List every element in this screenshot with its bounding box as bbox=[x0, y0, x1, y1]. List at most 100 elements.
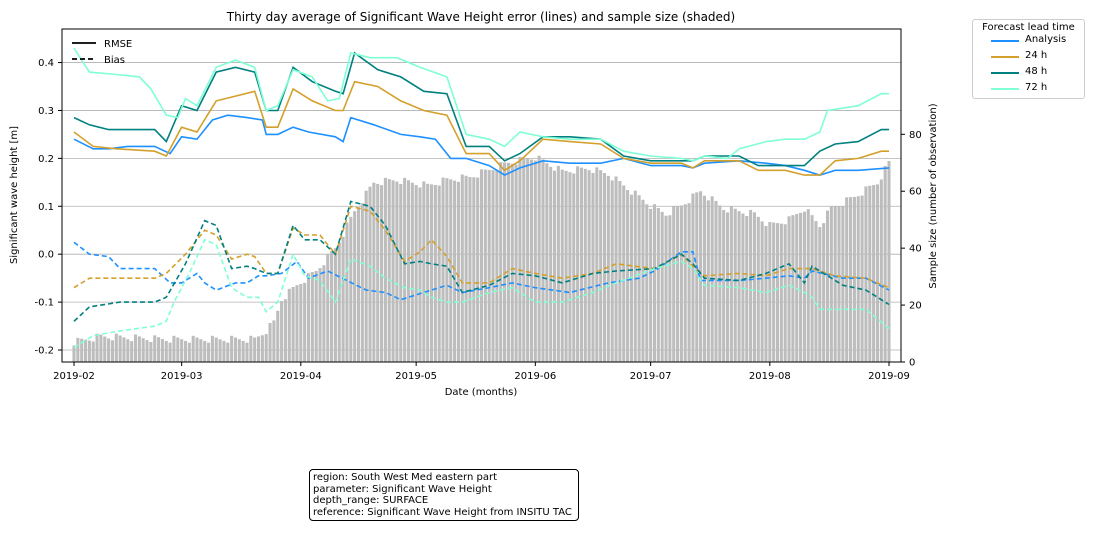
legend-label-72h: 72 h bbox=[1025, 82, 1048, 93]
sample-size-bar bbox=[487, 169, 491, 362]
48h-bias-line bbox=[73, 200, 890, 322]
sample-size-bar bbox=[341, 236, 345, 362]
sample-size-bar bbox=[280, 301, 284, 362]
bias-legend-label: Bias bbox=[104, 55, 125, 66]
sample-size-bar bbox=[799, 212, 803, 362]
sample-size-bar bbox=[560, 169, 564, 362]
sample-size-bar bbox=[222, 340, 226, 362]
sample-size-bar bbox=[779, 223, 783, 362]
sample-size-bar bbox=[295, 285, 299, 362]
sample-size-bar bbox=[141, 338, 145, 362]
sample-size-bar bbox=[510, 163, 514, 362]
sample-size-bar bbox=[445, 178, 449, 362]
sample-size-bar bbox=[207, 342, 211, 362]
sample-size-bar bbox=[72, 345, 76, 362]
sample-size-bar bbox=[276, 310, 280, 362]
sample-size-bar bbox=[564, 170, 568, 362]
legend-swatch-24h bbox=[991, 56, 1019, 58]
x-tick-label: 2019-04 bbox=[280, 371, 322, 382]
sample-size-bar bbox=[856, 196, 860, 362]
sample-size-bar bbox=[87, 340, 91, 362]
sample-size-bar bbox=[537, 155, 541, 362]
sample-size-bar bbox=[622, 185, 626, 362]
legend-swatch-analysis bbox=[991, 40, 1019, 42]
sample-size-bar bbox=[825, 210, 830, 362]
sample-size-bar bbox=[360, 203, 364, 362]
sample-size-bar bbox=[114, 333, 118, 362]
y2-tick-label: 40 bbox=[909, 244, 922, 255]
sample-size-bar bbox=[137, 336, 141, 362]
sample-size-bar bbox=[237, 339, 241, 362]
sample-size-bar bbox=[318, 268, 322, 362]
plot-area bbox=[62, 47, 901, 362]
sample-size-bar bbox=[303, 282, 307, 362]
sample-size-bar bbox=[241, 340, 245, 362]
sample-size-bar bbox=[683, 204, 687, 362]
sample-size-bar bbox=[595, 167, 599, 362]
sample-size-bar bbox=[149, 341, 153, 362]
sample-size-bar bbox=[403, 177, 407, 362]
sample-size-bar bbox=[549, 166, 553, 362]
y-tick-label: -0.1 bbox=[34, 298, 54, 309]
sample-size-bar bbox=[795, 214, 799, 362]
sample-size-bar bbox=[887, 161, 891, 362]
sample-size-bar bbox=[464, 175, 468, 362]
sample-size-bar bbox=[822, 223, 826, 362]
y-axis-label: Significant wave height [m] bbox=[9, 126, 20, 264]
sample-size-bar bbox=[852, 196, 856, 362]
sample-size-bar bbox=[330, 251, 334, 362]
sample-size-bar bbox=[387, 179, 391, 362]
sample-size-bar bbox=[153, 335, 157, 362]
sample-size-bar bbox=[414, 185, 418, 362]
sample-size-bar bbox=[103, 336, 107, 362]
y2-tick-label: 0 bbox=[909, 358, 915, 369]
sample-size-bar bbox=[749, 209, 753, 362]
sample-size-bar bbox=[829, 206, 833, 362]
plot-frame bbox=[61, 28, 902, 363]
sample-size-bar bbox=[122, 337, 126, 362]
sample-size-bar bbox=[264, 334, 268, 362]
sample-size-bar bbox=[591, 173, 595, 362]
legend-label-24h: 24 h bbox=[1025, 50, 1048, 61]
sample-size-bar bbox=[437, 185, 441, 362]
sample-size-bar bbox=[322, 265, 326, 362]
x-axis-label: Date (months) bbox=[445, 387, 518, 398]
sample-size-bar bbox=[226, 342, 230, 362]
sample-size-bar bbox=[110, 340, 114, 362]
sample-size-bar bbox=[333, 248, 337, 362]
sample-size-bar bbox=[656, 208, 660, 362]
sample-size-bar bbox=[230, 335, 234, 362]
sample-size-bar bbox=[306, 273, 311, 362]
sample-size-bar bbox=[164, 340, 168, 362]
sample-size-bar bbox=[626, 190, 630, 362]
sample-size-bar bbox=[645, 204, 649, 362]
sample-size-bar bbox=[618, 180, 622, 362]
y2-axis-label: Sample size (number of observation) bbox=[928, 103, 939, 288]
sample-size-bar bbox=[787, 216, 791, 362]
72h-bias-line bbox=[73, 238, 890, 349]
sample-size-bar bbox=[522, 157, 526, 362]
lead-time-legend: Forecast lead time Analysis 24 h 48 h 72… bbox=[972, 19, 1085, 99]
sample-size-bar bbox=[191, 335, 195, 362]
sample-size-bar bbox=[583, 168, 587, 362]
sample-size-bar bbox=[449, 179, 453, 362]
sample-size-bar bbox=[791, 215, 795, 362]
sample-size-bar bbox=[476, 177, 480, 362]
sample-size-bar bbox=[380, 185, 384, 362]
sample-size-bar bbox=[345, 222, 349, 362]
sample-size-bar bbox=[426, 183, 430, 362]
sample-size-bar bbox=[491, 170, 495, 362]
sample-size-bar bbox=[553, 170, 557, 362]
info-parameter: parameter: Significant Wave Height bbox=[313, 483, 492, 495]
sample-size-bar bbox=[687, 203, 691, 362]
sample-size-bar bbox=[664, 215, 668, 362]
sample-size-bar bbox=[218, 339, 222, 362]
sample-size-bar bbox=[802, 211, 806, 362]
sample-size-bar bbox=[633, 190, 637, 362]
sample-size-bar bbox=[210, 335, 214, 362]
sample-size-bar bbox=[775, 223, 780, 362]
sample-size-bar bbox=[806, 209, 810, 362]
sample-size-bar bbox=[660, 211, 664, 362]
y-tick-label: 0.1 bbox=[38, 202, 54, 213]
sample-size-bar bbox=[410, 182, 414, 362]
